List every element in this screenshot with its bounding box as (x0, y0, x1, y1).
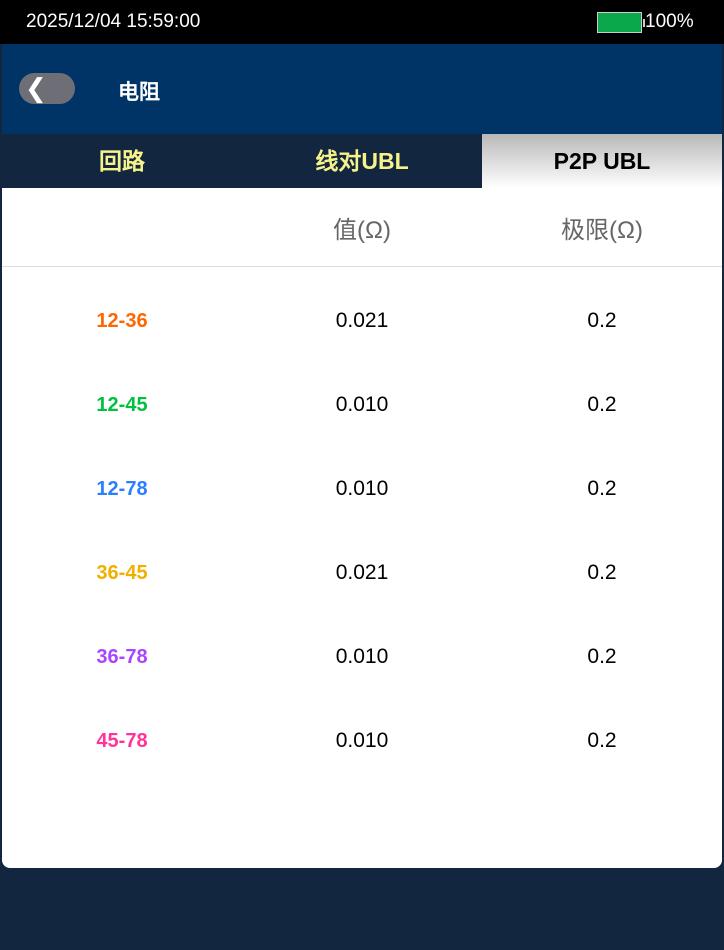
limit-cell: 0.2 (587, 393, 617, 416)
pair-label: 36-45 (96, 561, 148, 584)
pair-label: 12-78 (96, 477, 148, 500)
table-row: 12-45 0.010 0.2 (2, 363, 722, 447)
limit-cell: 0.2 (587, 645, 617, 668)
table-header: 值(Ω) 极限(Ω) (2, 188, 722, 267)
value-cell: 0.010 (335, 393, 389, 416)
tab-pair-ubl[interactable]: 线对UBL (242, 134, 482, 188)
back-button[interactable]: ❮ (19, 73, 75, 104)
value-cell: 0.010 (335, 477, 389, 500)
tab-loop[interactable]: 回路 (2, 134, 242, 188)
pair-label: 12-45 (96, 393, 148, 416)
status-bar: 2025/12/04 15:59:00 100% (0, 0, 724, 44)
header: ❮ 电阻 (2, 44, 722, 134)
header-value: 值(Ω) (333, 216, 391, 244)
results-table: 值(Ω) 极限(Ω) 12-36 0.021 0.2 12-45 0.010 0.… (2, 188, 722, 868)
limit-cell: 0.2 (587, 477, 617, 500)
limit-cell: 0.2 (587, 729, 617, 752)
pair-label: 12-36 (96, 309, 148, 332)
value-cell: 0.010 (335, 729, 389, 752)
tab-bar: 回路 线对UBL P2P UBL (2, 134, 722, 188)
page-title: 电阻 (118, 81, 160, 104)
value-cell: 0.021 (335, 309, 389, 332)
table-row: 36-45 0.021 0.2 (2, 531, 722, 615)
pair-label: 45-78 (96, 729, 148, 752)
value-cell: 0.021 (335, 561, 389, 584)
chevron-left-icon: ❮ (25, 73, 47, 103)
table-row: 12-36 0.021 0.2 (2, 279, 722, 363)
header-limit: 极限(Ω) (561, 216, 643, 244)
table-row: 36-78 0.010 0.2 (2, 615, 722, 699)
table-row: 12-78 0.010 0.2 (2, 447, 722, 531)
datetime: 2025/12/04 15:59:00 (26, 11, 201, 32)
value-cell: 0.010 (335, 645, 389, 668)
table-row: 45-78 0.010 0.2 (2, 699, 722, 783)
pair-label: 36-78 (96, 645, 148, 668)
limit-cell: 0.2 (587, 309, 617, 332)
limit-cell: 0.2 (587, 561, 617, 584)
battery-percent: 100% (645, 11, 694, 32)
tab-p2p-ubl[interactable]: P2P UBL (482, 134, 722, 188)
battery-icon (597, 12, 645, 33)
